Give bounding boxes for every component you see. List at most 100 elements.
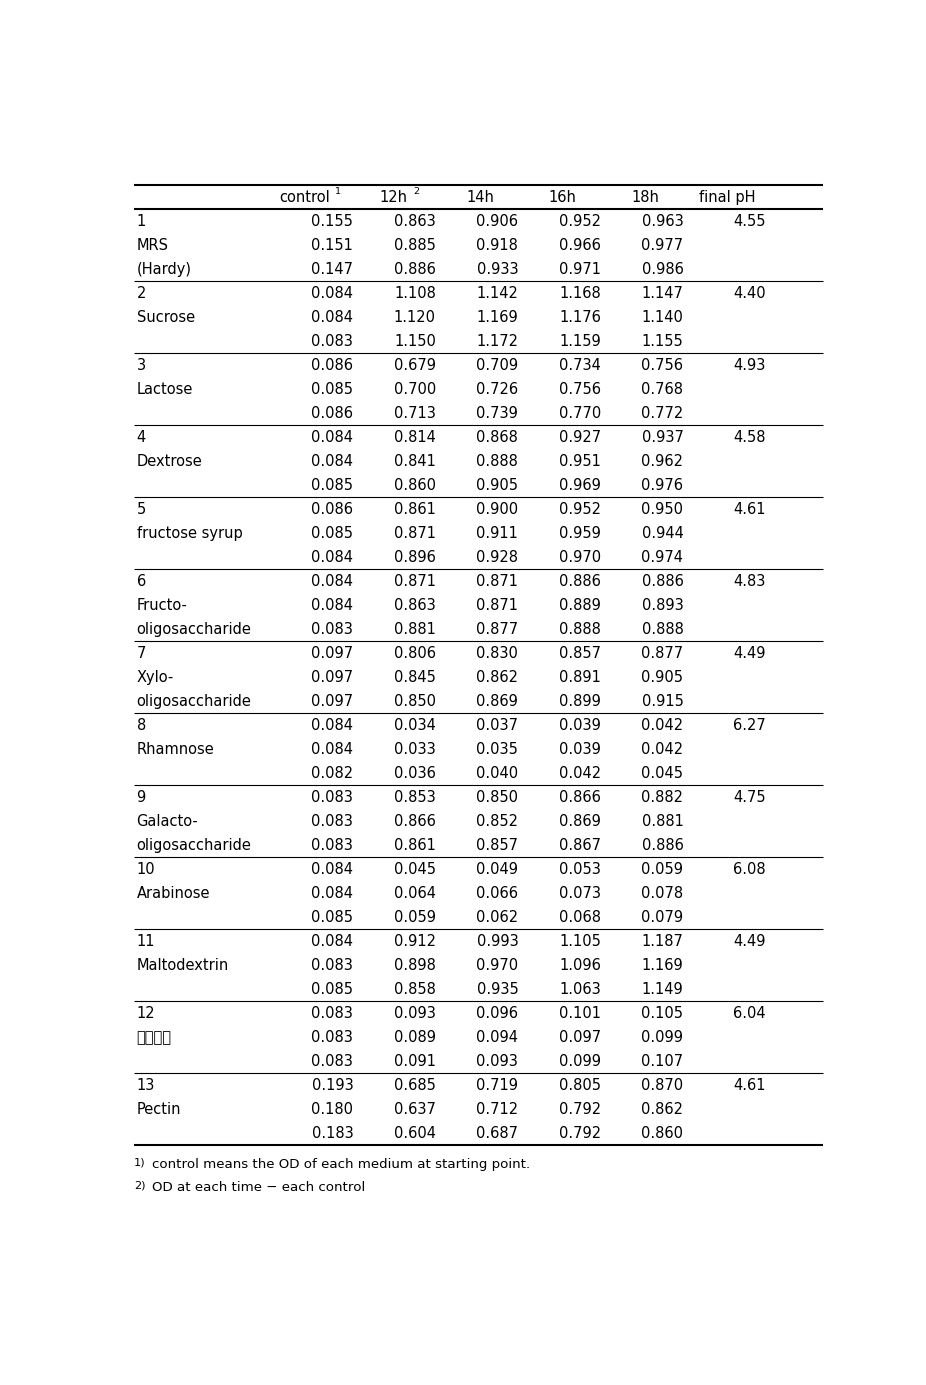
- Text: 0.096: 0.096: [476, 1007, 519, 1021]
- Text: 0.712: 0.712: [476, 1102, 519, 1118]
- Text: 0.099: 0.099: [559, 1054, 601, 1069]
- Text: 0.963: 0.963: [642, 215, 683, 230]
- Text: 0.604: 0.604: [394, 1126, 436, 1141]
- Text: 0.915: 0.915: [642, 694, 683, 709]
- Text: 6.27: 6.27: [733, 719, 766, 733]
- Text: 1.168: 1.168: [559, 287, 601, 302]
- Text: 4.49: 4.49: [733, 647, 766, 661]
- Text: 1.105: 1.105: [559, 935, 601, 949]
- Text: 0.045: 0.045: [394, 863, 436, 877]
- Text: 0.950: 0.950: [642, 503, 683, 518]
- Text: 1.169: 1.169: [642, 958, 683, 974]
- Text: 0.792: 0.792: [558, 1102, 601, 1118]
- Text: 0.083: 0.083: [311, 334, 354, 349]
- Text: 0.097: 0.097: [558, 1030, 601, 1046]
- Text: 0.083: 0.083: [311, 791, 354, 805]
- Text: 0.083: 0.083: [311, 958, 354, 974]
- Text: 0.756: 0.756: [559, 382, 601, 397]
- Text: 0.974: 0.974: [642, 550, 683, 565]
- Text: 0.792: 0.792: [558, 1126, 601, 1141]
- Text: 0.685: 0.685: [394, 1078, 436, 1093]
- Text: 1.147: 1.147: [642, 287, 683, 302]
- Text: Dextrose: Dextrose: [136, 454, 202, 470]
- Text: 0.900: 0.900: [476, 503, 519, 518]
- Text: 0.891: 0.891: [559, 670, 601, 686]
- Text: 0.086: 0.086: [311, 503, 354, 518]
- Text: 0.084: 0.084: [311, 431, 354, 446]
- Text: 0.885: 0.885: [394, 238, 436, 253]
- Text: 0.862: 0.862: [476, 670, 519, 686]
- Text: 0.977: 0.977: [642, 238, 683, 253]
- Text: 0.084: 0.084: [311, 719, 354, 733]
- Text: 0.105: 0.105: [642, 1007, 683, 1021]
- Text: 0.089: 0.089: [394, 1030, 436, 1046]
- Text: 0.896: 0.896: [394, 550, 436, 565]
- Text: 4.83: 4.83: [733, 575, 766, 589]
- Text: Maltodextrin: Maltodextrin: [136, 958, 229, 974]
- Text: 0.059: 0.059: [642, 863, 683, 877]
- Text: 0.905: 0.905: [476, 478, 519, 493]
- Text: 8: 8: [136, 719, 145, 733]
- Text: 0.841: 0.841: [394, 454, 436, 470]
- Text: 0.045: 0.045: [642, 766, 683, 781]
- Text: 0.083: 0.083: [311, 838, 354, 853]
- Text: 0.911: 0.911: [477, 526, 519, 542]
- Text: 1): 1): [133, 1158, 145, 1168]
- Text: 0.889: 0.889: [559, 598, 601, 614]
- Text: 0.871: 0.871: [476, 598, 519, 614]
- Text: 0.814: 0.814: [394, 431, 436, 446]
- Text: 0.180: 0.180: [311, 1102, 354, 1118]
- Text: 4.58: 4.58: [733, 431, 766, 446]
- Text: 0.869: 0.869: [477, 694, 519, 709]
- Text: 4.49: 4.49: [733, 935, 766, 949]
- Text: 0.756: 0.756: [642, 359, 683, 374]
- Text: 0.969: 0.969: [559, 478, 601, 493]
- Text: 0.850: 0.850: [394, 694, 436, 709]
- Text: 0.084: 0.084: [311, 886, 354, 902]
- Text: 0.084: 0.084: [311, 598, 354, 614]
- Text: 1.159: 1.159: [559, 334, 601, 349]
- Text: 0.805: 0.805: [559, 1078, 601, 1093]
- Text: 6: 6: [136, 575, 145, 589]
- Text: 0.073: 0.073: [559, 886, 601, 902]
- Text: Sucrose: Sucrose: [136, 310, 194, 325]
- Text: 6.04: 6.04: [733, 1007, 766, 1021]
- Text: Fructo-: Fructo-: [136, 598, 187, 614]
- Text: 0.912: 0.912: [394, 935, 436, 949]
- Text: OD at each time − each control: OD at each time − each control: [153, 1181, 366, 1194]
- Text: 0.037: 0.037: [476, 719, 519, 733]
- Text: 18h: 18h: [632, 190, 659, 205]
- Text: 0.091: 0.091: [394, 1054, 436, 1069]
- Text: 0.877: 0.877: [476, 622, 519, 637]
- Text: Pectin: Pectin: [136, 1102, 181, 1118]
- Text: 0.899: 0.899: [559, 694, 601, 709]
- Text: 0.888: 0.888: [559, 622, 601, 637]
- Text: 0.637: 0.637: [394, 1102, 436, 1118]
- Text: oligosaccharide: oligosaccharide: [136, 622, 252, 637]
- Text: 0.097: 0.097: [311, 647, 354, 661]
- Text: 0.863: 0.863: [394, 598, 436, 614]
- Text: 0.709: 0.709: [476, 359, 519, 374]
- Text: control: control: [279, 190, 330, 205]
- Text: 2: 2: [136, 287, 146, 302]
- Text: 0.078: 0.078: [642, 886, 683, 902]
- Text: Rhamnose: Rhamnose: [136, 742, 214, 758]
- Text: 1.155: 1.155: [642, 334, 683, 349]
- Text: 1: 1: [136, 215, 145, 230]
- Text: 1.063: 1.063: [559, 982, 601, 997]
- Text: Galacto-: Galacto-: [136, 814, 198, 830]
- Text: 1.149: 1.149: [642, 982, 683, 997]
- Text: 3: 3: [136, 359, 145, 374]
- Text: 0.905: 0.905: [642, 670, 683, 686]
- Text: 0.094: 0.094: [476, 1030, 519, 1046]
- Text: 0.734: 0.734: [559, 359, 601, 374]
- Text: 0.886: 0.886: [642, 838, 683, 853]
- Text: 0.083: 0.083: [311, 814, 354, 830]
- Text: 0.034: 0.034: [394, 719, 436, 733]
- Text: 0.084: 0.084: [311, 575, 354, 589]
- Text: 0.183: 0.183: [311, 1126, 354, 1141]
- Text: 0.952: 0.952: [559, 215, 601, 230]
- Text: 0.086: 0.086: [311, 359, 354, 374]
- Text: 0.971: 0.971: [559, 262, 601, 277]
- Text: 7: 7: [136, 647, 146, 661]
